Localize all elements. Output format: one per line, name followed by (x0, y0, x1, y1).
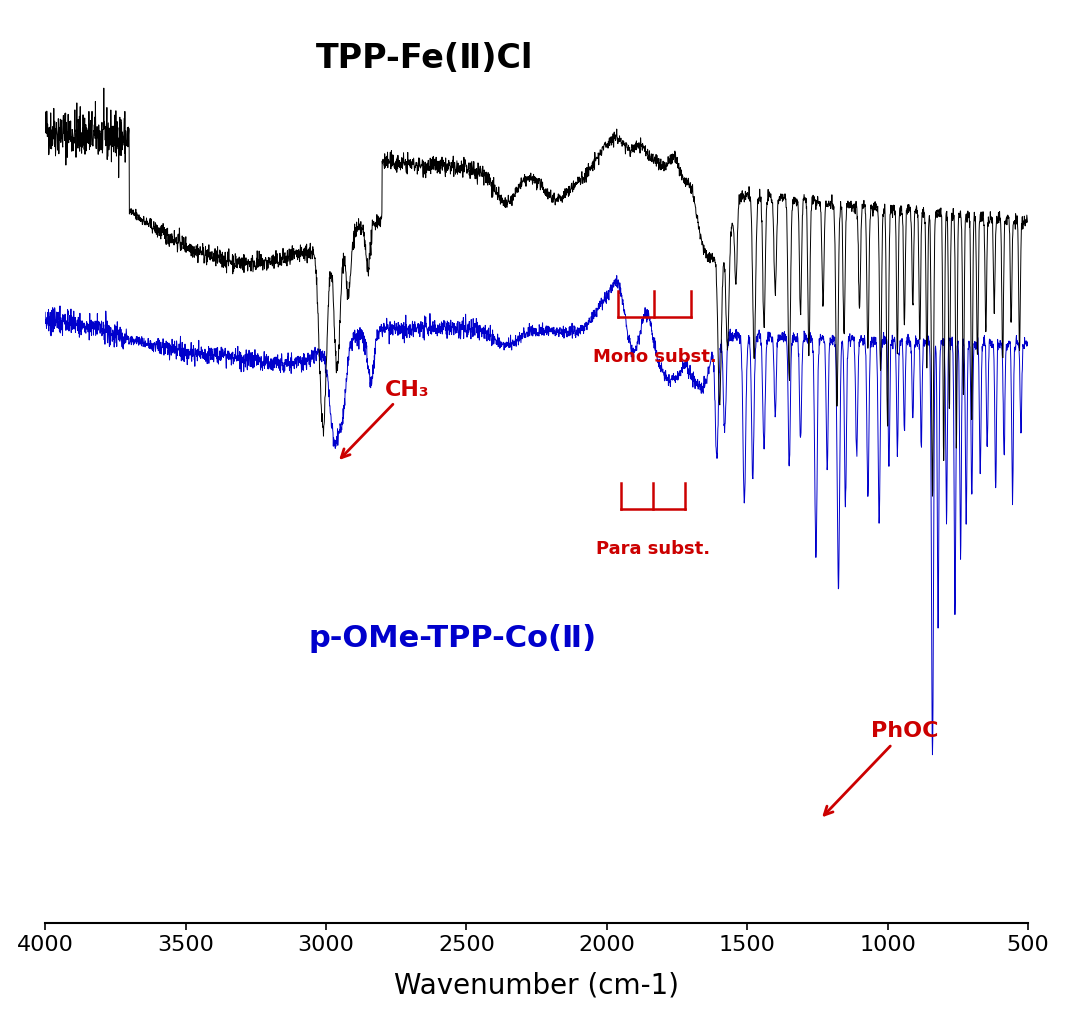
Text: Mono subst.: Mono subst. (593, 348, 716, 366)
Text: p-OMe-TPP-Co(Ⅱ): p-OMe-TPP-Co(Ⅱ) (308, 624, 596, 652)
Text: TPP-Fe(Ⅱ)Cl: TPP-Fe(Ⅱ)Cl (316, 42, 533, 74)
X-axis label: Wavenumber (cm-1): Wavenumber (cm-1) (394, 971, 679, 1000)
Text: CH₃: CH₃ (341, 380, 430, 458)
Text: Para subst.: Para subst. (596, 539, 710, 558)
Text: PhOC: PhOC (824, 721, 938, 815)
